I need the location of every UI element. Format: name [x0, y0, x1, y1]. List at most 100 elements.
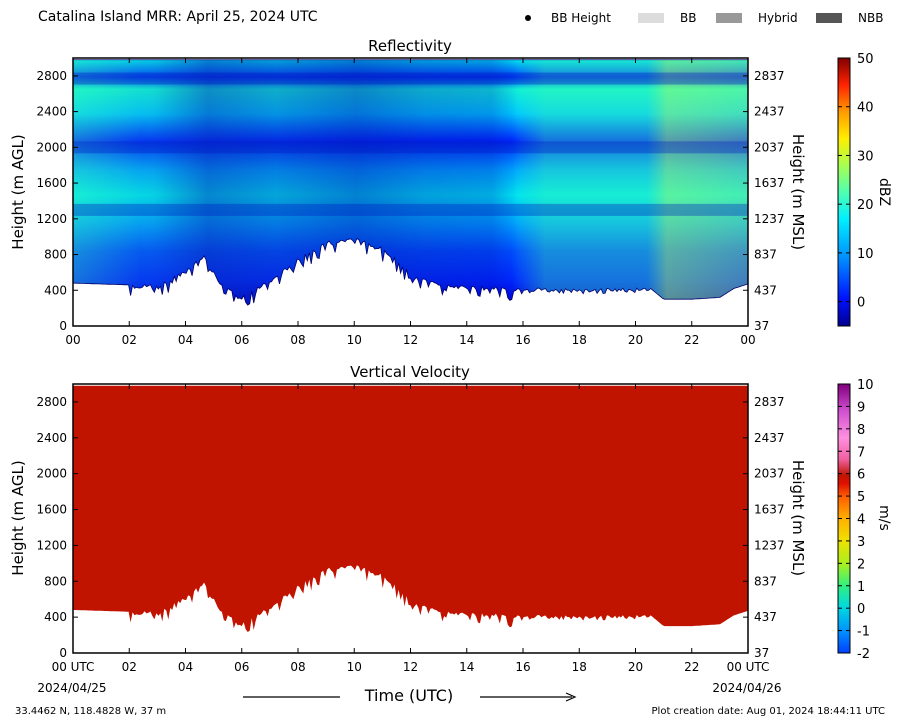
x-tick-label: 02 — [122, 333, 137, 347]
x-tick-label: 22 — [684, 333, 699, 347]
x-tick-label: 04 — [178, 660, 193, 674]
y-tick-label: 0 — [59, 646, 67, 660]
reflectivity-strong-region — [73, 59, 748, 306]
colorbar-tick-label: 8 — [857, 423, 865, 438]
legend-label: BB Height — [551, 11, 611, 25]
y-tick-label: 400 — [44, 283, 67, 297]
page-title: Catalina Island MRR: April 25, 2024 UTC — [38, 9, 318, 25]
velocity-title: Vertical Velocity — [350, 363, 470, 381]
x-tick-label: 16 — [515, 660, 530, 674]
velocity-ylabel: Height (m AGL) — [9, 460, 27, 575]
colorbar-tick-label: 1 — [857, 580, 865, 595]
reflectivity-axes: 00 02 04 06 08 10 12 14 16 18 20 22 0004008001200160… — [36, 58, 785, 347]
y2-tick-label: 1237 — [754, 538, 785, 552]
reflectivity-minimum-band — [73, 72, 748, 85]
y2-tick-label: 437 — [754, 283, 777, 297]
location-label: 33.4462 N, 118.4828 W, 37 m — [15, 706, 166, 717]
x-tick-label: 16 — [515, 333, 530, 347]
colorbar-tick-label: 50 — [857, 52, 874, 67]
y-tick-label: 1200 — [36, 538, 67, 552]
y2-tick-label: 2437 — [754, 431, 785, 445]
y2-tick-label: 837 — [754, 248, 777, 262]
y-tick-label: 800 — [44, 574, 67, 588]
date-start: 2024/04/25 — [37, 681, 106, 695]
y2-tick-label: 2837 — [754, 69, 785, 83]
y2-tick-label: 37 — [754, 319, 769, 333]
x-axis-label: Time (UTC) — [364, 686, 453, 705]
x-tick-label: 12 — [403, 333, 418, 347]
x-tick-label: 18 — [572, 660, 587, 674]
x-tick-label: 14 — [459, 660, 474, 674]
reflectivity-echo-edge — [73, 59, 748, 306]
x-tick-label: 10 — [347, 660, 362, 674]
reflectivity-y2label: Height (m MSL) — [789, 134, 807, 250]
x-tick-label: 06 — [234, 333, 249, 347]
colorbar-tick-label: 10 — [857, 378, 874, 393]
x-tick-label: 04 — [178, 333, 193, 347]
y2-tick-label: 2437 — [754, 105, 785, 119]
colorbar-tick-label: 6 — [857, 468, 865, 483]
y-tick-label: 2800 — [36, 69, 67, 83]
velocity-heatmap — [73, 385, 748, 632]
y-tick-label: 1200 — [36, 212, 67, 226]
reflectivity-minimum-band — [73, 141, 748, 154]
y-tick-label: 2400 — [36, 105, 67, 119]
colorbar-tick-label: 9 — [857, 400, 865, 415]
x-tick-label: 00 — [740, 333, 755, 347]
colorbar-tick-label: 7 — [857, 445, 865, 460]
colorbar-tick-label: 5 — [857, 490, 865, 505]
velocity-echo — [73, 385, 748, 632]
colorbar-tick-label: 2 — [857, 557, 865, 572]
x-tick-label: 20 — [628, 660, 643, 674]
colorbar-tick-label: 0 — [857, 602, 865, 617]
y-tick-label: 2400 — [36, 431, 67, 445]
reflectivity-colorbar — [837, 57, 851, 327]
x-tick-label: 06 — [234, 660, 249, 674]
y-tick-label: 2000 — [36, 467, 67, 481]
colorbar-tick-label: 20 — [857, 198, 874, 213]
x-tick-label: 08 — [290, 333, 305, 347]
reflectivity-colorbar-label: dBZ — [876, 178, 892, 206]
colorbar-tick-label: 0 — [857, 296, 865, 311]
y-tick-label: 2000 — [36, 140, 67, 154]
colorbar-tick-label: 4 — [857, 513, 865, 528]
x-tick-label: 00 — [65, 333, 80, 347]
velocity-y2label: Height (m MSL) — [789, 460, 807, 576]
nbb-swatch-icon — [816, 13, 842, 23]
y-tick-label: 1600 — [36, 503, 67, 517]
colorbar-tick-label: 3 — [857, 535, 865, 550]
arrow-head-icon — [565, 692, 577, 702]
velocity-colorbar-ticks: -2 -1 0 1 2 3 4 5 6 7 8 9 10 — [838, 378, 874, 662]
reflectivity-panel: 00 02 04 06 08 10 12 14 16 18 20 22 0004008001200160… — [9, 37, 892, 347]
date-end: 2024/04/26 — [712, 681, 781, 695]
x-tick-label: 00 UTC — [727, 660, 770, 674]
x-tick-label: 02 — [122, 660, 137, 674]
legend-item-bb-height: BB Height — [525, 11, 611, 25]
x-tick-label: 12 — [403, 660, 418, 674]
creation-date: Plot creation date: Aug 01, 2024 18:44:1… — [652, 706, 885, 717]
y-tick-label: 2800 — [36, 395, 67, 409]
x-tick-label: 08 — [290, 660, 305, 674]
colorbar-tick-label: -2 — [857, 647, 870, 662]
reflectivity-ylabel: Height (m AGL) — [9, 134, 27, 249]
reflectivity-title: Reflectivity — [368, 37, 452, 55]
reflectivity-minimum-band — [73, 203, 748, 216]
legend-item-bb: BB — [638, 11, 696, 25]
x-tick-label: 14 — [459, 333, 474, 347]
y-tick-label: 400 — [44, 610, 67, 624]
reflectivity-heatmap — [73, 59, 748, 306]
colorbar-tick-label: 10 — [857, 247, 874, 262]
y2-tick-label: 37 — [754, 646, 769, 660]
x-tick-label: 10 — [347, 333, 362, 347]
colorbar-tick-label: 40 — [857, 101, 874, 116]
bb-swatch-icon — [638, 13, 664, 23]
y2-tick-label: 2837 — [754, 395, 785, 409]
x-tick-label: 18 — [572, 333, 587, 347]
x-tick-label: 22 — [684, 660, 699, 674]
bb-height-dot-icon — [525, 15, 531, 21]
colorbar-tick-label: -1 — [857, 625, 870, 640]
y2-tick-label: 2037 — [754, 467, 785, 481]
legend-item-nbb: NBB — [816, 11, 883, 25]
y-tick-label: 1600 — [36, 176, 67, 190]
